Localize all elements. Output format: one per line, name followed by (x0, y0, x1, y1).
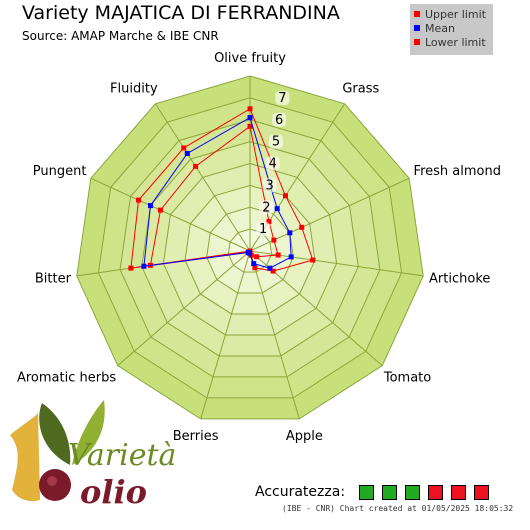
accuracy-indicator: Accuratezza: (255, 484, 497, 500)
series-point-10 (148, 203, 154, 209)
series-mean (141, 115, 294, 271)
scale-label-bg (259, 200, 274, 215)
axis-label-6: Apple (286, 429, 323, 444)
radar-spoke-3 (249, 177, 410, 252)
accuracy-boxes (359, 484, 497, 500)
legend-item-lower: Lower limit (414, 36, 493, 50)
axis-label-9: Bitter (35, 271, 72, 286)
legend-item-mean: Mean (414, 22, 493, 36)
logo-word-bottom: olio (80, 473, 147, 511)
scale-label-5: 5 (272, 135, 280, 150)
legend-label-lower: Lower limit (425, 36, 486, 49)
axis-label-10: Pungent (33, 164, 87, 179)
radar-spoke-8 (117, 250, 251, 366)
legend-swatch-upper (414, 11, 420, 17)
series-line (143, 116, 292, 269)
scale-label-4: 4 (269, 157, 277, 172)
axis-label-5: Tomato (383, 370, 431, 385)
legend: Upper limit Mean Lower limit (410, 4, 493, 55)
axis-label-3: Fresh almond (414, 164, 501, 179)
series-point-2 (266, 219, 272, 225)
scale-label-bg (272, 112, 287, 127)
accuracy-box-2 (382, 484, 398, 500)
axis-label-4: Artichoke (429, 271, 490, 286)
legend-label-upper: Upper limit (425, 8, 486, 21)
series-point-4 (310, 257, 316, 263)
series-point-1 (247, 115, 253, 121)
scale-label-6: 6 (275, 113, 283, 128)
series-point-10 (136, 197, 142, 203)
series-point-5 (254, 254, 260, 260)
scale-label-1: 1 (259, 222, 267, 237)
radar-series (128, 106, 316, 274)
radar-scale-labels: 1 2 3 4 5 6 7 (256, 90, 290, 237)
series-point-3 (299, 224, 305, 230)
series-point-11 (193, 163, 199, 169)
series-point-6 (252, 265, 258, 271)
legend-swatch-mean (414, 25, 420, 31)
scale-label-bg (275, 90, 290, 105)
accuracy-label: Accuratezza: (255, 484, 346, 500)
series-point-3 (287, 230, 293, 236)
radar-axis-labels: Olive fruity Grass Fresh almond Artichoke To… (17, 51, 501, 444)
chart-subtitle: Source: AMAP Marche & IBE CNR (22, 29, 219, 43)
scale-label-3: 3 (265, 178, 273, 193)
scale-label-bg (256, 222, 271, 237)
series-point-4 (288, 254, 294, 260)
axis-label-2: Grass (342, 82, 379, 97)
series-point-6 (251, 261, 257, 267)
series-point-2 (274, 206, 280, 212)
radar-spoke-7 (200, 250, 251, 420)
series-point-11 (181, 145, 187, 151)
legend-swatch-lower (414, 39, 420, 45)
axis-label-8: Aromatic herbs (17, 370, 116, 385)
logo-leaf-light (72, 400, 105, 465)
accuracy-box-3 (405, 484, 421, 500)
accuracy-box-4 (428, 484, 444, 500)
radar-spoke-11 (154, 103, 251, 252)
chart-title: Variety MAJATICA DI FERRANDINA (22, 2, 340, 24)
accuracy-box-1 (359, 484, 375, 500)
scale-label-2: 2 (262, 200, 270, 215)
logo-word-top: Varietà (68, 438, 176, 473)
series-point-11 (184, 150, 190, 156)
series-point-1 (247, 106, 253, 112)
legend-item-upper: Upper limit (414, 8, 493, 22)
series-point-3 (271, 237, 277, 243)
series-point-1 (247, 123, 253, 129)
series-point-4 (275, 252, 281, 258)
series-point-9 (128, 265, 134, 271)
scale-label-bg (265, 156, 280, 171)
accuracy-box-5 (451, 484, 467, 500)
scale-label-7: 7 (278, 91, 286, 106)
series-point-10 (157, 207, 163, 213)
logo-figure-one (10, 413, 40, 502)
legend-label-mean: Mean (425, 22, 455, 35)
radar-spoke-6 (249, 250, 300, 420)
axis-label-7: Berries (173, 429, 219, 444)
series-point-8 (245, 249, 251, 255)
series-point-9 (141, 263, 147, 269)
logo-leaf-dark (39, 403, 71, 465)
axis-label-1: Olive fruity (214, 51, 286, 66)
series-point-2 (282, 193, 288, 199)
series-point-5 (267, 265, 273, 271)
series-point-5 (270, 268, 276, 274)
varieta-olio-logo: Varietà olio (10, 400, 176, 511)
radar-spoke-10 (90, 177, 251, 252)
axis-label-11: Fluidity (110, 82, 158, 97)
accuracy-box-6 (474, 484, 490, 500)
scale-label-bg (269, 134, 283, 149)
scale-label-bg (262, 178, 277, 193)
chart-credit: (IBE - CNR) Chart created at 01/05/2025 … (282, 504, 514, 513)
